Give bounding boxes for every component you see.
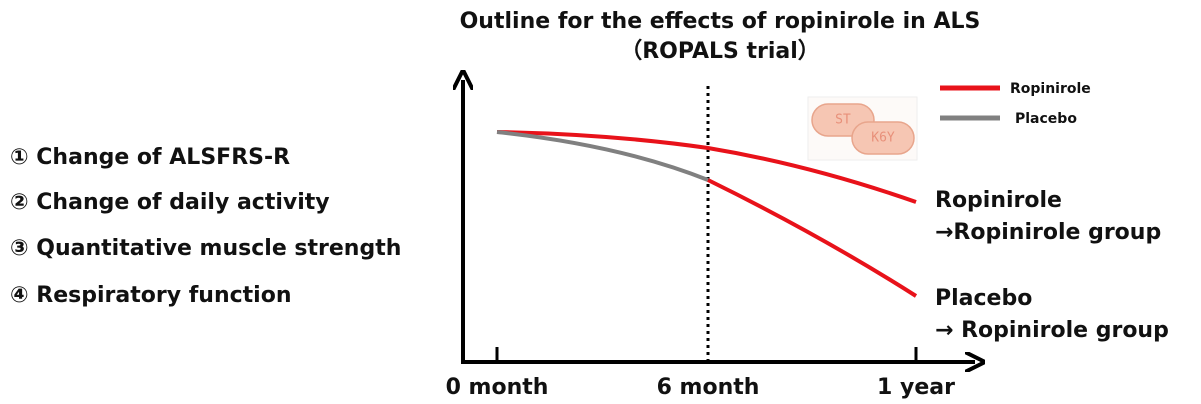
legend-label: Placebo [1015,111,1077,127]
title-line: （ROPALS trial） [620,39,820,64]
endpoint: ③ Quantitative muscle strength [10,236,401,261]
curve-label: Placebo [935,286,1032,311]
x-label: 0 month [446,375,549,400]
pill-text: ST [835,113,851,128]
placebo-curve [497,132,708,180]
pill-text: K6Y [871,131,895,146]
curve-label: → Ropinirole group [935,318,1169,343]
endpoint: ④ Respiratory function [10,283,291,308]
curve-label: →Ropinirole group [935,220,1161,245]
pill-image: ST K6Y [808,97,917,160]
curve-label: Ropinirole [935,188,1062,213]
x-label: 6 month [657,375,760,400]
legend-label: Ropinirole [1010,81,1091,97]
title-line: Outline for the effects of ropinirole in… [460,9,981,34]
switch-curve [708,180,916,296]
endpoint: ② Change of daily activity [10,190,330,215]
x-label: 1 year [877,375,955,400]
diagram: Outline for the effects of ropinirole in… [0,0,1201,404]
endpoint: ① Change of ALSFRS-R [10,145,290,170]
